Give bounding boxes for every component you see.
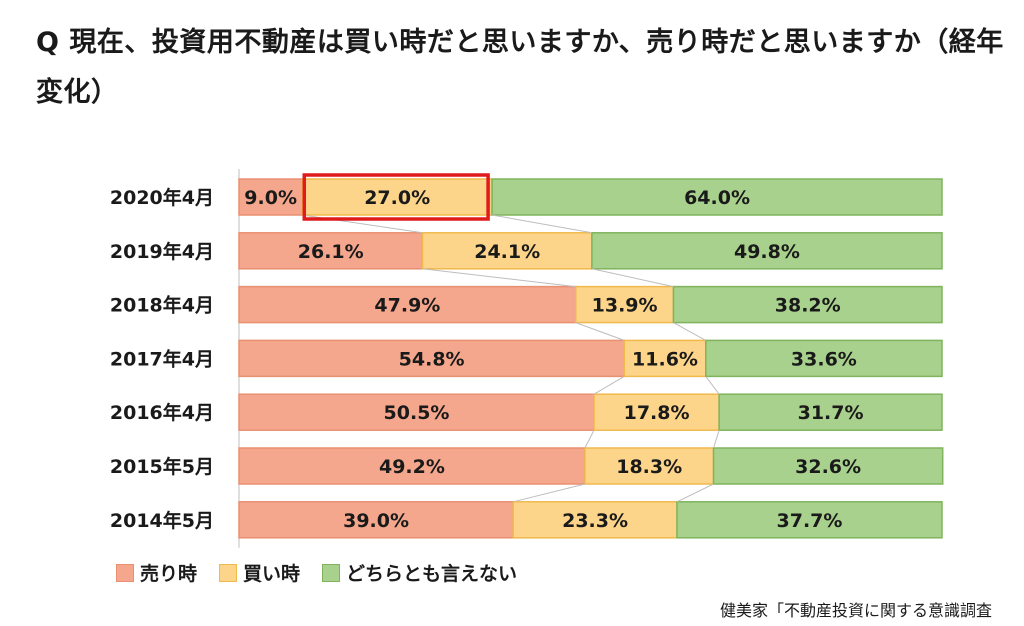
- data-label: 27.0%: [364, 187, 430, 209]
- legend-item-neutral: どちらとも言えない: [322, 559, 517, 586]
- bar-segment-buy: [301, 178, 493, 216]
- connector-line: [575, 322, 625, 341]
- connector-line: [713, 430, 720, 449]
- category-label: 2020年4月: [110, 186, 214, 209]
- bar-segment-buy: [421, 232, 593, 270]
- data-label: 26.1%: [298, 241, 364, 263]
- source-note: 健美家「不動産投資に関する意識調査: [720, 601, 993, 620]
- highlight-box: [302, 173, 490, 221]
- data-label: 38.2%: [775, 295, 841, 317]
- data-label: 54.8%: [399, 348, 465, 370]
- connector-line: [705, 376, 720, 395]
- connector-line: [513, 483, 585, 503]
- bar-segment-buy: [593, 393, 720, 431]
- data-label: 13.9%: [592, 295, 658, 317]
- legend-label-neutral: どちらとも言えない: [346, 563, 518, 585]
- bar-segment-sell: [238, 393, 595, 431]
- bar-segment-neutral: [676, 501, 943, 539]
- data-label: 49.8%: [734, 241, 800, 263]
- data-label: 32.6%: [795, 456, 861, 478]
- data-label: 18.3%: [616, 456, 682, 478]
- bar-segment-sell: [238, 447, 586, 485]
- data-label: 9.0%: [244, 187, 297, 209]
- bar-segment-neutral: [718, 393, 943, 431]
- data-label: 39.0%: [343, 510, 409, 532]
- category-label: 2016年4月: [110, 401, 214, 424]
- connector-line: [591, 268, 674, 288]
- connector-line: [422, 268, 576, 288]
- category-label: 2014年5月: [110, 509, 214, 532]
- data-label: 37.7%: [777, 510, 843, 532]
- bar-segment-neutral: [705, 339, 943, 378]
- data-label: 31.7%: [798, 402, 864, 424]
- bar-segment-sell: [238, 232, 424, 270]
- data-label: 11.6%: [632, 348, 698, 370]
- bar-segment-neutral: [491, 178, 943, 216]
- data-label: 49.2%: [379, 456, 445, 478]
- data-label: 50.5%: [384, 402, 450, 424]
- legend-label-sell: 売り時: [140, 563, 198, 585]
- connector-line: [491, 214, 592, 234]
- connector-line: [676, 483, 714, 503]
- chart-legend: 売り時 買い時 どちらとも言えない: [116, 559, 539, 586]
- page-title: Q 現在、投資用不動産は買い時だと思いますか、売り時だと思いますか（経年変化）: [36, 27, 1004, 108]
- category-label: 2015年5月: [110, 455, 214, 478]
- bar-segment-buy: [512, 501, 678, 539]
- bar-segment-neutral: [591, 232, 943, 270]
- data-label: 17.8%: [624, 402, 690, 424]
- legend-item-sell: 売り時: [116, 559, 197, 586]
- connector-line: [593, 375, 625, 395]
- connector-line: [584, 429, 595, 449]
- data-label: 23.3%: [562, 510, 628, 532]
- legend-swatch-neutral: [322, 563, 341, 582]
- legend-label-buy: 買い時: [243, 563, 301, 585]
- legend-item-buy: 買い時: [219, 559, 300, 586]
- category-label: 2019年4月: [110, 240, 214, 263]
- legend-swatch-buy: [219, 563, 238, 582]
- data-label: 33.6%: [791, 348, 857, 370]
- legend-swatch-sell: [116, 563, 134, 582]
- bar-segment-buy: [584, 447, 715, 485]
- bar-segment-buy: [623, 339, 707, 378]
- bar-segment-sell: [238, 501, 514, 539]
- category-label: 2017年4月: [110, 347, 214, 370]
- data-label: 24.1%: [474, 241, 540, 263]
- bar-segment-neutral: [712, 447, 944, 485]
- data-label: 64.0%: [684, 187, 750, 209]
- category-label: 2018年4月: [110, 294, 214, 317]
- data-label: 47.9%: [374, 295, 440, 317]
- bar-segment-sell: [238, 178, 304, 216]
- connector-line: [673, 322, 707, 341]
- bar-segment-neutral: [672, 285, 943, 324]
